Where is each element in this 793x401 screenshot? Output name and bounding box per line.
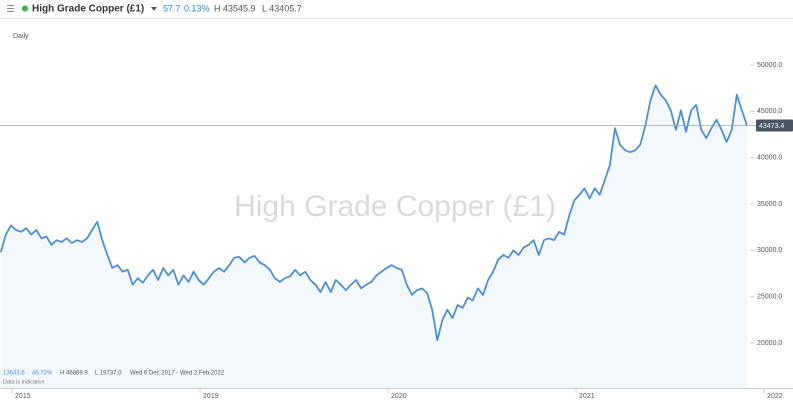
dropdown-caret[interactable] [151, 7, 157, 11]
x-tick-label: 2019 [203, 393, 219, 400]
range-high: H 46869.9 [60, 371, 88, 377]
high: H 43545.9 [214, 3, 256, 13]
change-pct: 0.13% [184, 3, 210, 13]
area [0, 85, 747, 389]
y-tick-label: 50000.0 [757, 62, 782, 69]
range-change: 13643.6 [3, 371, 25, 377]
x-tick-label: 2020 [391, 393, 407, 400]
low: L 43405.7 [262, 3, 302, 13]
y-tick-label: 20000.0 [757, 340, 782, 347]
change: 57.7 [163, 3, 181, 13]
instrument-name[interactable]: High Grade Copper (£1) [32, 4, 144, 15]
period: Wed 6 Dec 2017 - Wed 2 Feb 2022 [130, 371, 225, 377]
y-tick-label: 40000.0 [757, 155, 782, 162]
price-line [0, 84, 748, 342]
watermark: High Grade Copper (£1) [234, 190, 556, 223]
status-dot [22, 5, 28, 12]
range-low: L 19737.0 [95, 371, 122, 377]
x-tick-label: 2015 [15, 393, 31, 400]
interval: Daily [13, 33, 29, 40]
last-price-box [756, 119, 793, 132]
y-tick-label: 35000.0 [757, 201, 782, 208]
note: Data is indicative [3, 379, 45, 385]
y-tick-label: 30000.0 [757, 247, 782, 254]
menu-icon[interactable] [7, 5, 14, 12]
x-tick-label: 2021 [579, 393, 595, 400]
x-tick-label: 2022 [767, 393, 783, 400]
y-tick-label: 25000.0 [757, 294, 782, 301]
y-tick-label: 45000.0 [757, 108, 782, 115]
last-price-label: 43473.4 [759, 123, 784, 130]
range-pct: 46.72% [32, 371, 53, 377]
plot [0, 84, 748, 389]
